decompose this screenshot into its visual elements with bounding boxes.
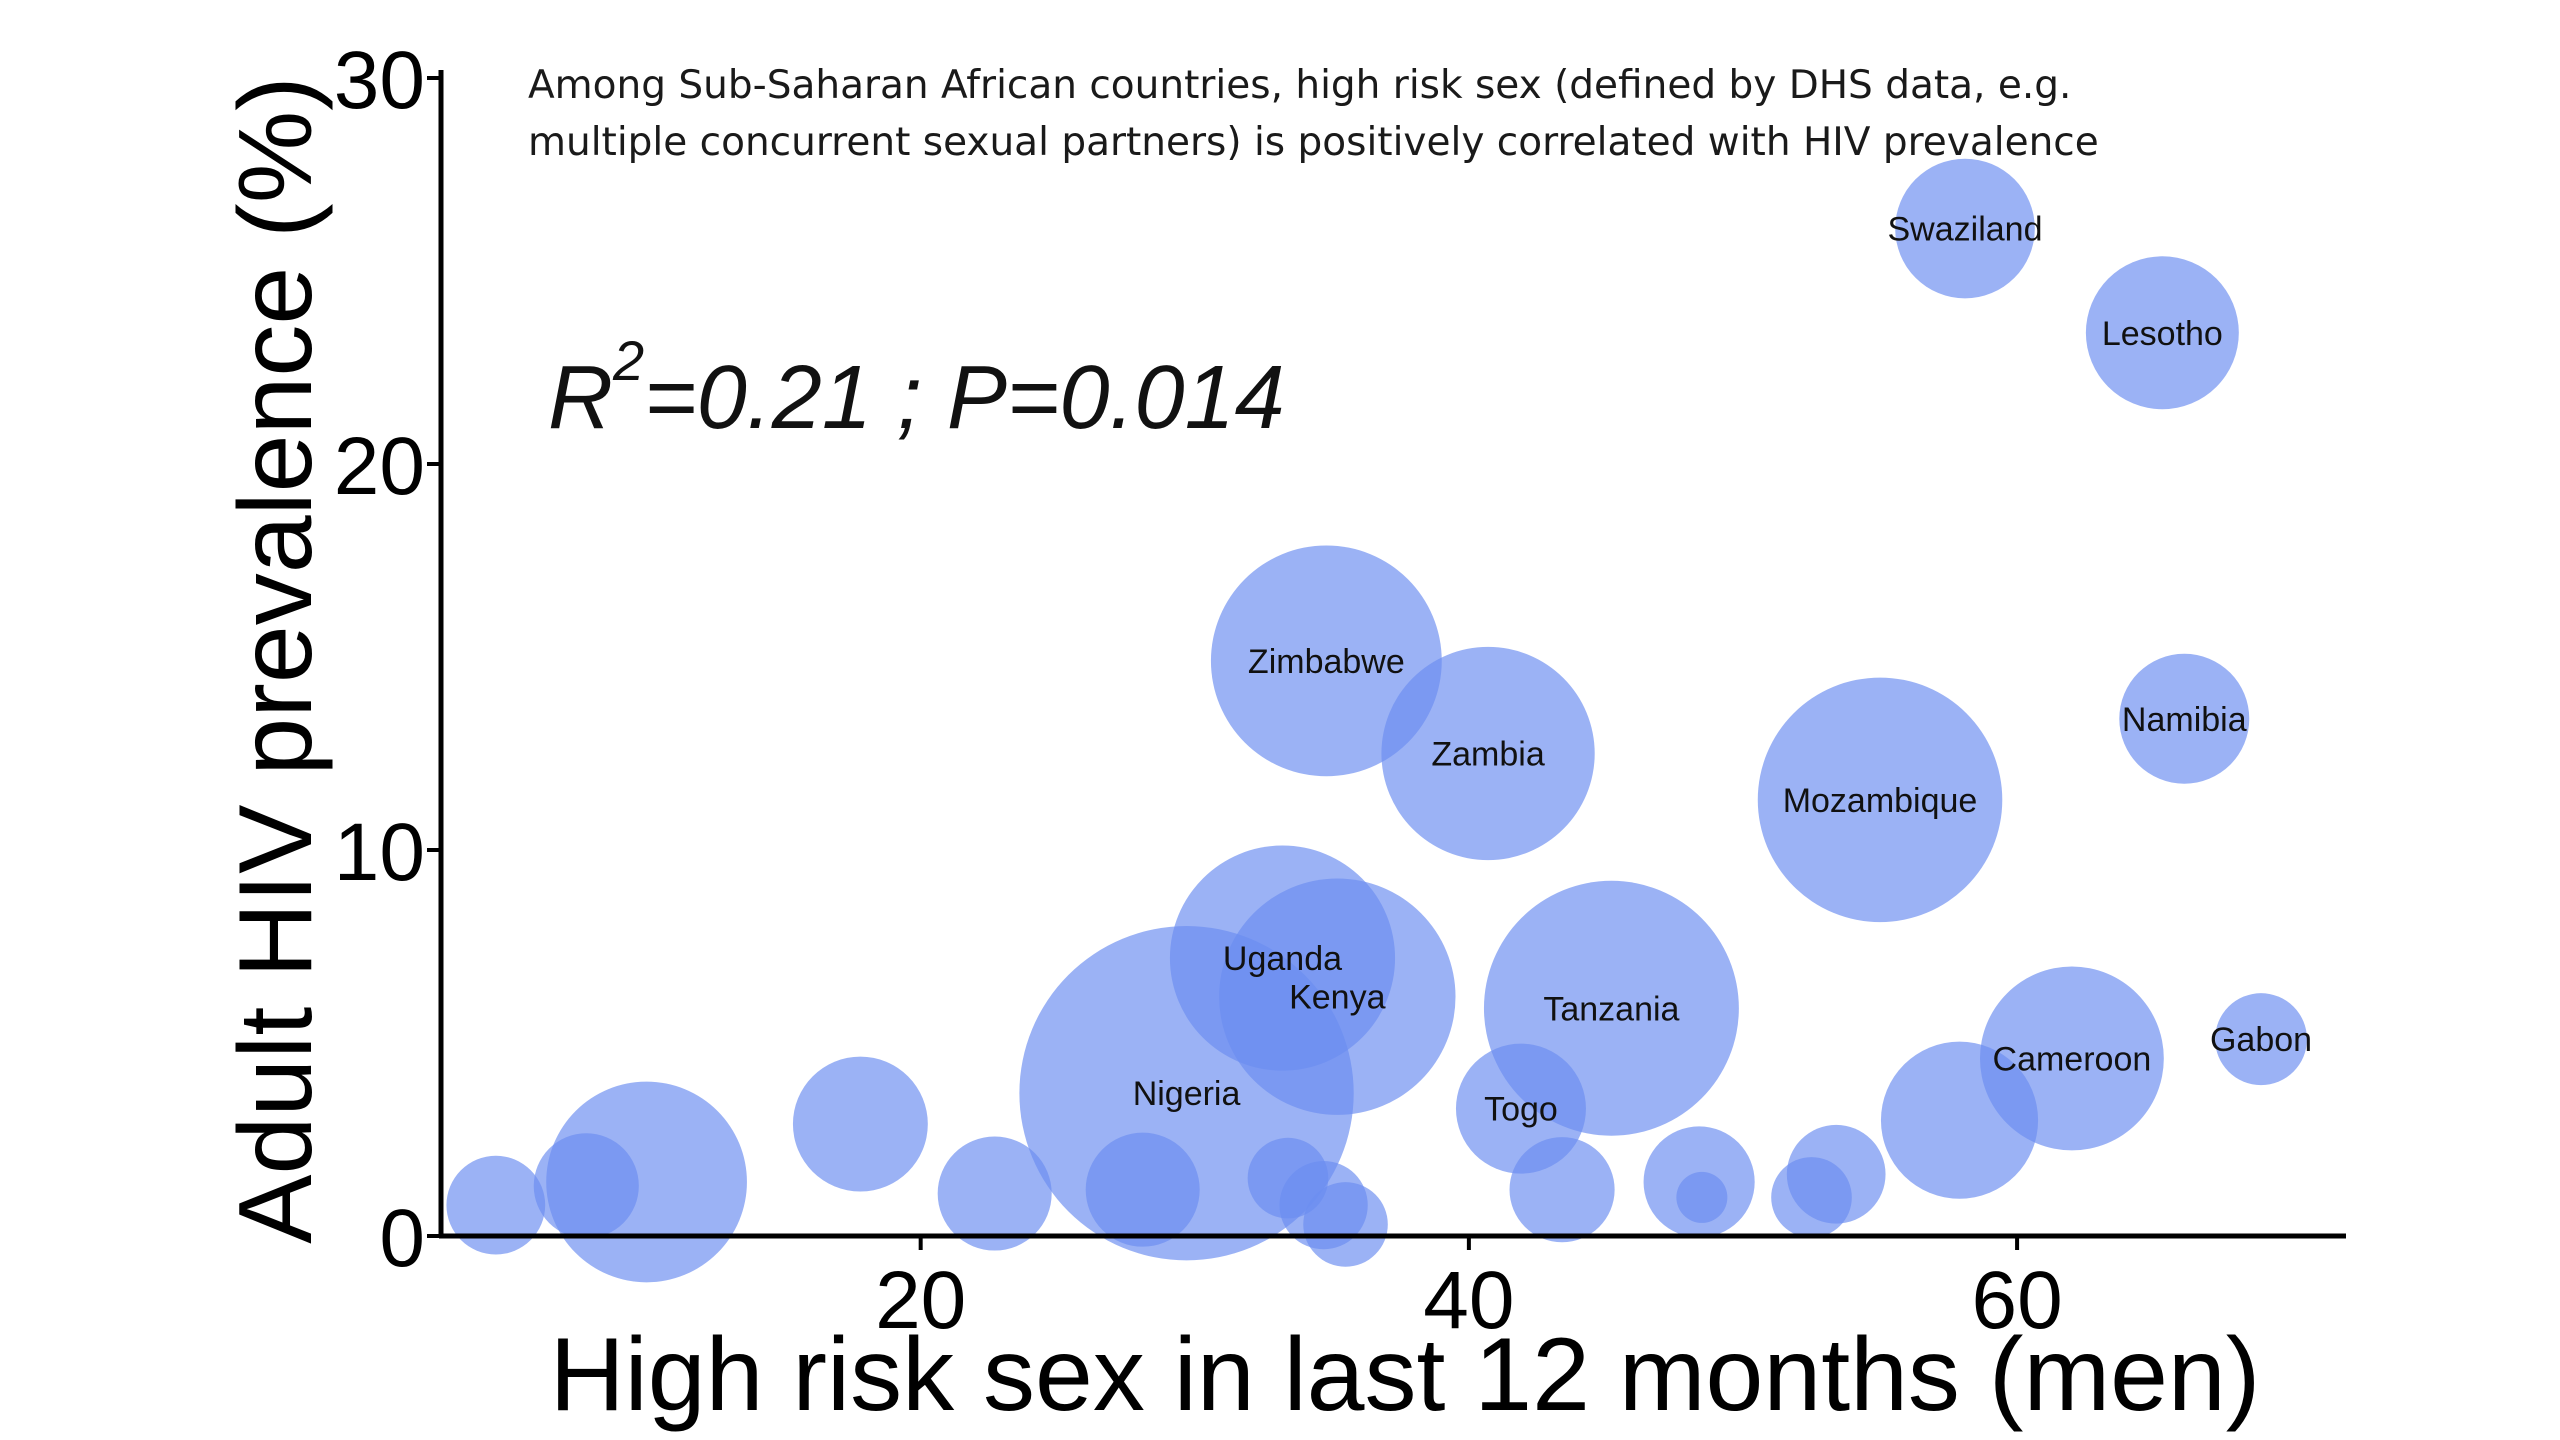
bubble-label-cameroon: Cameroon (1993, 1040, 2152, 1078)
bubble-label-zambia: Zambia (1431, 736, 1544, 774)
bubble-mozambique (1757, 677, 2003, 923)
bubble-label-lesotho: Lesotho (2102, 315, 2223, 353)
bubble-zimbabwe (1210, 545, 1442, 777)
bubble-label-layer: Swaziland Lesotho Zimbabwe Zambia Mozambique… (1133, 211, 2312, 1129)
x-tick-label: 60 (1971, 1255, 2062, 1346)
bubble-unlabeled-21 (1303, 1182, 1388, 1267)
x-tick-label: 20 (875, 1255, 966, 1346)
bubble-swaziland (1895, 158, 2035, 299)
bubble-label-tanzania: Tanzania (1543, 990, 1679, 1028)
stat-rest: =0.21 ; P=0.014 (644, 348, 1285, 448)
bubble-unlabeled-27 (1880, 1041, 2039, 1199)
bubble-label-togo: Togo (1484, 1091, 1558, 1129)
bubble-unlabeled-22 (1509, 1137, 1615, 1243)
tick-layer: 20 40 60 0 10 20 30 (334, 35, 2063, 1346)
bubble-label-mozambique: Mozambique (1783, 782, 1978, 820)
bubble-unlabeled-25 (1771, 1157, 1852, 1238)
y-tick-label: 0 (379, 1193, 425, 1284)
bubble-label-zimbabwe: Zimbabwe (1248, 643, 1405, 681)
stat-annotation: R2=0.21 ; P=0.014 (548, 329, 1285, 448)
bubble-unlabeled-17 (937, 1136, 1052, 1251)
x-axis-title: High risk sex in last 12 months (men) (550, 1317, 2261, 1433)
x-tick-label: 40 (1423, 1255, 1514, 1346)
y-tick-label: 30 (334, 35, 425, 126)
annotation-line-1: Among Sub-Saharan African countries, hig… (528, 63, 2071, 108)
bubble-gabon (2215, 993, 2307, 1086)
bubble-unlabeled-24 (1676, 1171, 1728, 1223)
bubble-label-namibia: Namibia (2122, 701, 2247, 739)
bubble-unlabeled-13 (446, 1155, 546, 1255)
bubble-unlabeled-19 (1247, 1137, 1329, 1219)
bubble-label-gabon: Gabon (2210, 1021, 2312, 1059)
y-tick-label: 20 (334, 421, 425, 512)
stat-exponent: 2 (612, 329, 644, 392)
stat-r: R (548, 348, 613, 448)
y-axis-title: Adult HIV prevalence (%) (218, 76, 334, 1244)
bubble-unlabeled-14 (533, 1133, 639, 1239)
bubble-uganda (1169, 845, 1396, 1071)
bubble-unlabeled-18 (1085, 1132, 1200, 1247)
y-tick-label: 10 (334, 807, 425, 898)
bubble-label-uganda: Uganda (1223, 940, 1342, 978)
bubble-label-nigeria: Nigeria (1133, 1075, 1241, 1113)
bubble-label-kenya: Kenya (1289, 979, 1385, 1017)
bubble-label-swaziland: Swaziland (1888, 211, 2043, 249)
bubble-namibia (2119, 653, 2250, 784)
bubble-unlabeled-16 (792, 1056, 928, 1192)
annotation-line-2: multiple concurrent sexual partners) is … (528, 120, 2099, 165)
bubble-zambia (1381, 646, 1595, 861)
bubble-lesotho (2085, 256, 2239, 410)
bubble-layer (446, 158, 2307, 1283)
